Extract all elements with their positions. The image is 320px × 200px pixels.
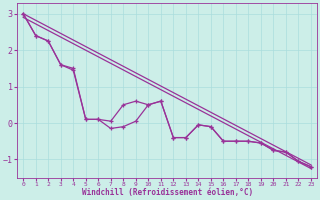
X-axis label: Windchill (Refroidissement éolien,°C): Windchill (Refroidissement éolien,°C) bbox=[82, 188, 253, 197]
